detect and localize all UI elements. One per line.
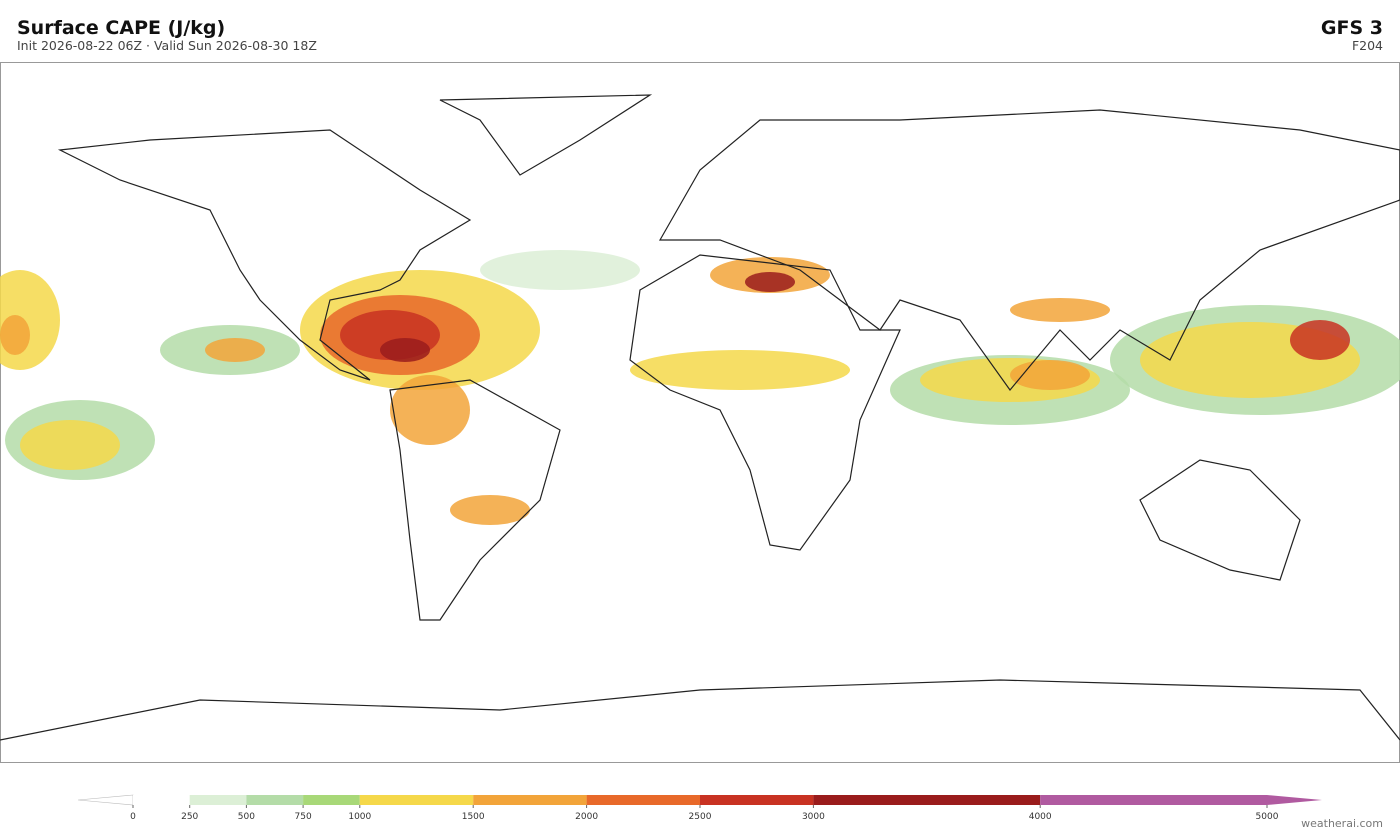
colorbar-segment bbox=[473, 795, 587, 805]
colorbar-segment bbox=[586, 795, 700, 805]
colorbar-tick-label: 1000 bbox=[348, 812, 371, 822]
colorbar-under bbox=[77, 794, 134, 806]
cape-area bbox=[20, 420, 120, 470]
map-title: Surface CAPE (J/kg) bbox=[17, 17, 225, 39]
cape-area bbox=[630, 350, 850, 390]
colorbar-segment bbox=[813, 795, 1041, 805]
cape-area bbox=[450, 495, 530, 525]
colorbar-tick-label: 2000 bbox=[575, 812, 598, 822]
colorbar-tick-label: 500 bbox=[238, 812, 255, 822]
coastlines bbox=[0, 94, 1400, 741]
australia bbox=[1139, 459, 1301, 581]
colorbar-tick-label: 5000 bbox=[1256, 812, 1279, 822]
antarctica bbox=[0, 679, 1400, 741]
cape-area bbox=[480, 250, 640, 290]
cape-field bbox=[0, 250, 1400, 525]
credit: weatherai.com bbox=[1301, 817, 1383, 830]
cape-area bbox=[1010, 298, 1110, 322]
colorbar: 0 250 500 750 1000 1500 2000 2500 3000 4000 5000 bbox=[77, 794, 1322, 822]
colorbar-segment bbox=[246, 795, 304, 805]
map-frame bbox=[0, 62, 1400, 763]
cape-area bbox=[390, 375, 470, 445]
eurasia bbox=[658, 109, 1400, 391]
map-subtitle: Init 2026-08-22 06Z · Valid Sun 2026-08-… bbox=[17, 38, 317, 53]
north-america bbox=[57, 129, 472, 381]
colorbar-segment bbox=[133, 795, 190, 805]
africa bbox=[629, 254, 901, 551]
greenland bbox=[439, 94, 653, 176]
colorbar-tick-label: 4000 bbox=[1029, 812, 1052, 822]
south-america bbox=[389, 379, 561, 621]
colorbar-segment bbox=[189, 795, 247, 805]
cape-area bbox=[745, 272, 795, 292]
map bbox=[0, 62, 1400, 763]
cape-area bbox=[205, 338, 265, 362]
colorbar-segment bbox=[1040, 795, 1267, 805]
colorbar-tick-label: 1500 bbox=[462, 812, 485, 822]
colorbar-segment bbox=[359, 795, 474, 805]
cape-area bbox=[1010, 360, 1090, 390]
colorbar-over bbox=[1267, 795, 1322, 805]
colorbar-segment bbox=[700, 795, 814, 805]
colorbar-tick-label: 0 bbox=[130, 812, 136, 822]
colorbar-tick-label: 3000 bbox=[802, 812, 825, 822]
colorbar-tick-label: 750 bbox=[295, 812, 312, 822]
forecast-hour: F204 bbox=[1352, 38, 1383, 53]
colorbar-tick-label: 250 bbox=[181, 812, 198, 822]
cape-area bbox=[1290, 320, 1350, 360]
colorbar-tick-label: 2500 bbox=[689, 812, 712, 822]
model-name: GFS 3 bbox=[1321, 17, 1383, 39]
colorbar-segment bbox=[303, 795, 360, 805]
cape-area bbox=[380, 338, 430, 362]
cape-area bbox=[0, 315, 30, 355]
